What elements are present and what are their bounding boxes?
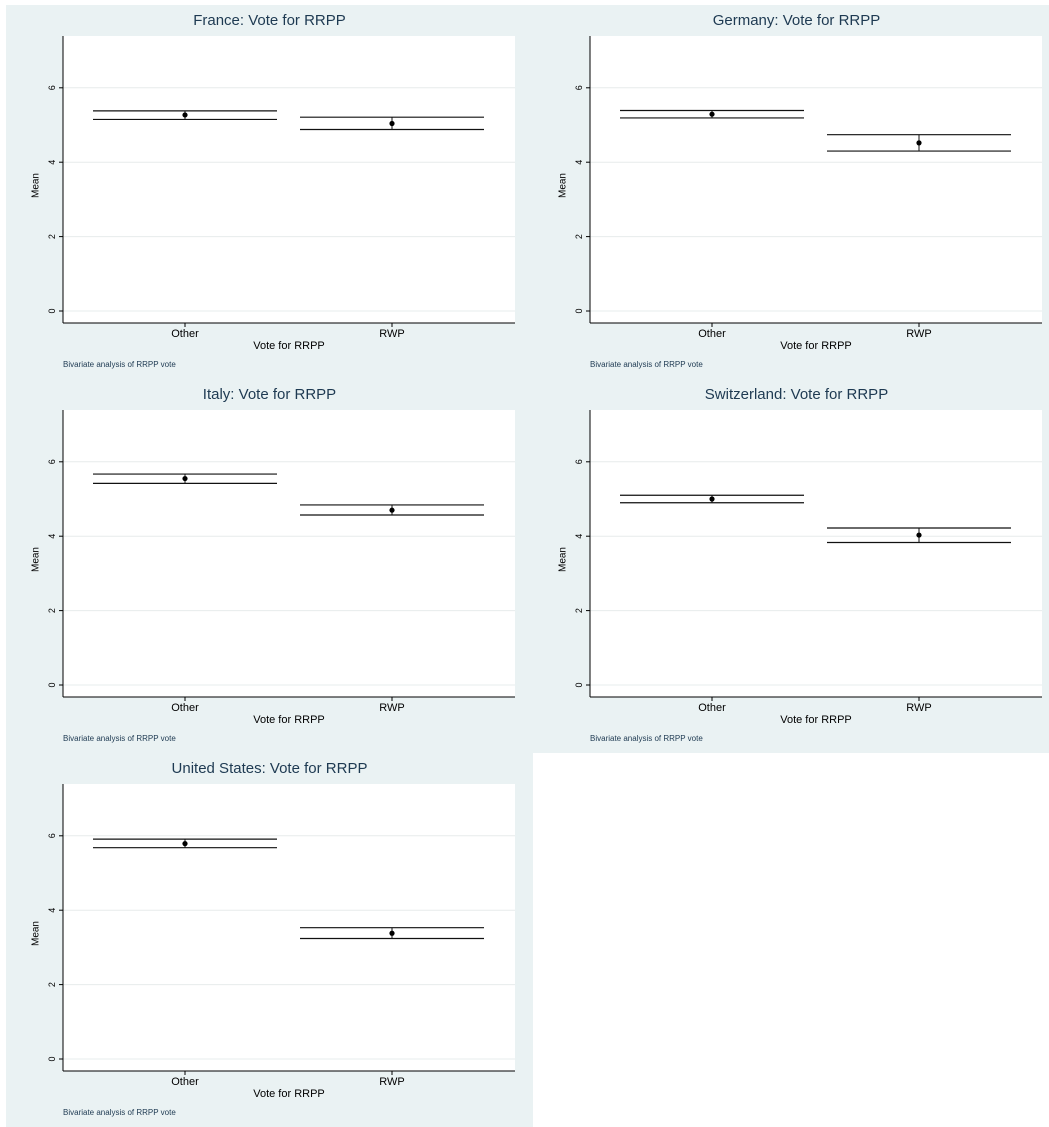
x-axis-label: Vote for RRPP — [780, 340, 852, 352]
plot-area — [63, 36, 515, 323]
y-tick-label: 6 — [47, 85, 57, 90]
plot-area — [590, 36, 1042, 323]
plot-area — [590, 410, 1042, 697]
y-axis-label: Mean — [30, 921, 42, 947]
y-tick-label: 2 — [47, 608, 57, 613]
panel-france: France: Vote for RRPP 0 2 4 6 Other RWP Mean … — [6, 5, 533, 379]
x-axis-label: Vote for RRPP — [253, 340, 325, 352]
x-tick-label: Other — [171, 702, 199, 714]
panel-switzerland: Switzerland: Vote for RRPP 0 2 4 6 Other RWP … — [533, 379, 1049, 753]
panel-title: Switzerland: Vote for RRPP — [704, 386, 889, 403]
mean-point — [389, 930, 395, 936]
mean-point — [709, 111, 715, 117]
x-axis-label: Vote for RRPP — [780, 714, 852, 726]
y-tick-label: 0 — [574, 308, 584, 313]
x-tick-label: RWP — [379, 328, 404, 340]
mean-point — [182, 841, 188, 847]
chart-note: Bivariate analysis of RRPP vote — [63, 734, 176, 743]
y-tick-label: 6 — [574, 85, 584, 90]
x-tick-label: Other — [171, 1076, 199, 1088]
panel-title: Germany: Vote for RRPP — [712, 12, 881, 29]
x-tick-label: RWP — [906, 328, 931, 340]
y-axis-label: Mean — [30, 547, 42, 573]
plot-area — [63, 410, 515, 697]
y-tick-label: 6 — [47, 459, 57, 464]
chart-note: Bivariate analysis of RRPP vote — [63, 360, 176, 369]
y-tick-label: 2 — [574, 608, 584, 613]
y-axis-label: Mean — [557, 173, 569, 199]
y-axis-label: Mean — [557, 547, 569, 573]
y-tick-label: 2 — [47, 234, 57, 239]
panel-title: Italy: Vote for RRPP — [202, 386, 337, 403]
panel-italy: Italy: Vote for RRPP 0 2 4 6 Other RWP Mean V… — [6, 379, 533, 753]
y-tick-label: 0 — [47, 1056, 57, 1061]
mean-point — [182, 112, 188, 118]
y-tick-label: 6 — [574, 459, 584, 464]
mean-point — [709, 496, 715, 502]
y-tick-label: 4 — [47, 534, 57, 539]
mean-point — [182, 475, 188, 482]
y-tick-label: 0 — [47, 682, 57, 687]
plot-svg: 0 2 4 6 Other RWP — [574, 36, 1042, 340]
chart-note: Bivariate analysis of RRPP vote — [590, 734, 703, 743]
x-tick-label: Other — [698, 328, 726, 340]
y-tick-label: 2 — [574, 234, 584, 239]
x-axis-label: Vote for RRPP — [253, 1088, 325, 1100]
y-tick-label: 4 — [574, 534, 584, 539]
panel-title: United States: Vote for RRPP — [171, 760, 368, 777]
x-tick-label: RWP — [379, 702, 404, 714]
y-tick-label: 4 — [574, 160, 584, 165]
mean-point — [389, 120, 395, 127]
panel-united-states: United States: Vote for RRPP 0 2 4 6 Other RW… — [6, 753, 533, 1127]
x-tick-label: Other — [171, 328, 199, 340]
panel-germany: Germany: Vote for RRPP 0 2 4 6 Other RWP Mean… — [533, 5, 1049, 379]
plot-svg: 0 2 4 6 Other RWP — [47, 784, 515, 1088]
x-axis-label: Vote for RRPP — [253, 714, 325, 726]
y-tick-label: 2 — [47, 982, 57, 987]
chart-note: Bivariate analysis of RRPP vote — [590, 360, 703, 369]
y-tick-label: 0 — [574, 682, 584, 687]
y-tick-label: 0 — [47, 308, 57, 313]
y-tick-label: 6 — [47, 833, 57, 838]
y-tick-label: 4 — [47, 160, 57, 165]
x-tick-label: RWP — [379, 1076, 404, 1088]
y-axis-label: Mean — [30, 173, 42, 199]
plot-svg: 0 2 4 6 Other RWP — [47, 36, 515, 340]
mean-point — [916, 532, 922, 538]
y-tick-label: 4 — [47, 908, 57, 913]
plot-svg: 0 2 4 6 Other RWP — [574, 410, 1042, 714]
plot-svg: 0 2 4 6 Other RWP — [47, 410, 515, 714]
mean-point — [389, 507, 395, 513]
chart-note: Bivariate analysis of RRPP vote — [63, 1108, 176, 1117]
x-tick-label: RWP — [906, 702, 931, 714]
panel-title: France: Vote for RRPP — [193, 12, 346, 29]
mean-point — [916, 140, 922, 146]
x-tick-label: Other — [698, 702, 726, 714]
